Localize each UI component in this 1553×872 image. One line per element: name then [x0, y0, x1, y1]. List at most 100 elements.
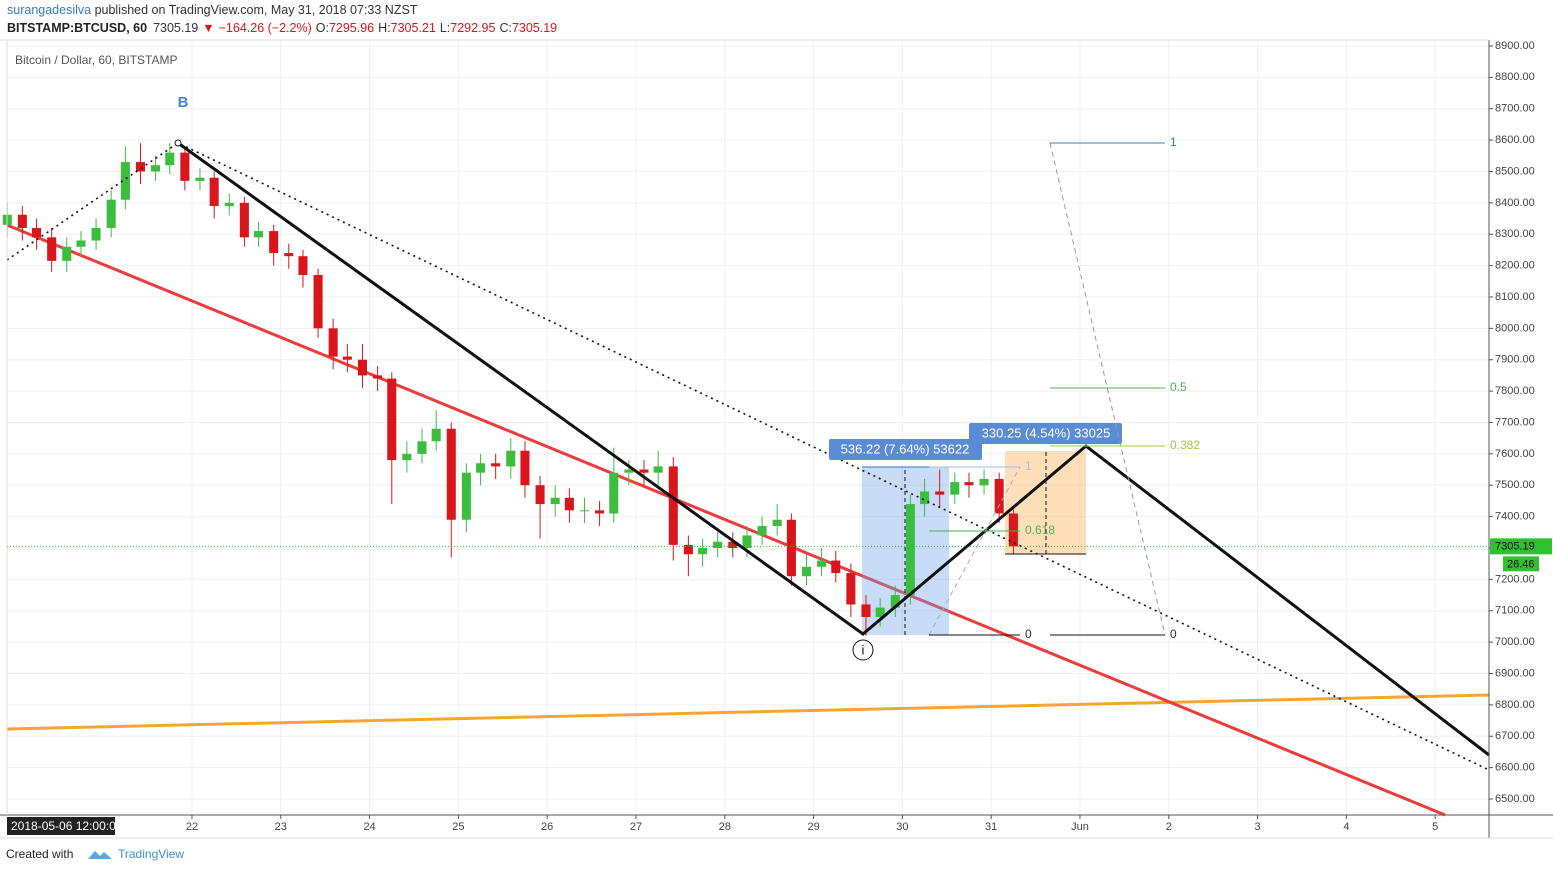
- candle-body: [165, 152, 175, 166]
- candle-body: [373, 375, 383, 379]
- candle-body: [846, 573, 856, 605]
- candle-body: [431, 428, 441, 442]
- grid: [7, 40, 1489, 815]
- change: −164.26 (−2.2%): [219, 21, 312, 35]
- quote-line: BITSTAMP:BTCUSD, 60 7305.19 ▼ −164.26 (−2.2…: [7, 21, 557, 35]
- candle-body: [801, 566, 812, 577]
- x-tick-label: 30: [896, 821, 908, 833]
- y-tick-label: 6900.00: [1495, 667, 1535, 679]
- candle-body: [698, 547, 708, 555]
- candle-body: [17, 214, 27, 228]
- candle-body: [817, 560, 827, 567]
- candle-body: [357, 359, 367, 376]
- candle-body: [950, 482, 960, 495]
- last: 7305.19: [153, 21, 198, 35]
- candle-body: [239, 202, 249, 238]
- candle-body: [639, 469, 649, 473]
- countdown: 26.46: [1507, 558, 1535, 570]
- publish-info: published on TradingView.com, May 31, 20…: [91, 3, 418, 17]
- candle-body: [62, 246, 72, 261]
- candle-body: [890, 595, 900, 608]
- candle-body: [298, 256, 308, 276]
- last-price-box: [1490, 538, 1552, 555]
- candle-body: [786, 519, 796, 577]
- candle-body: [668, 466, 678, 545]
- y-tick-label: 8000.00: [1495, 322, 1535, 334]
- h-label: H:: [378, 21, 391, 35]
- y-tick-label: 7800.00: [1495, 385, 1535, 397]
- x-tick-label: 4: [1343, 821, 1349, 833]
- candle-body: [624, 469, 634, 473]
- candle-body: [269, 231, 279, 254]
- x-tick-label: 25: [452, 821, 464, 833]
- candle-body: [491, 463, 501, 467]
- measure-label: 536.22 (7.64%) 53622: [841, 441, 970, 456]
- wave-label: B: [178, 94, 189, 111]
- fib-trend: [1049, 142, 1166, 636]
- candle-body: [120, 162, 130, 200]
- h: 7305.21: [391, 21, 436, 35]
- candle-body: [861, 604, 871, 618]
- candle-body: [106, 199, 116, 228]
- candle-body: [579, 510, 590, 512]
- candle-body: [994, 478, 1004, 514]
- candle-body: [653, 466, 663, 473]
- y-tick-label: 8900.00: [1495, 40, 1535, 52]
- candle-body: [417, 441, 427, 454]
- candle-body: [935, 491, 945, 495]
- candle-body: [595, 510, 605, 514]
- y-tick-label: 6500.00: [1495, 793, 1535, 805]
- candles: [2, 143, 1489, 636]
- footer-text: Created with: [6, 847, 73, 861]
- axes: 6500.00 6600.00 6700.00 6800.00 6900.00 7000.…: [186, 40, 1552, 833]
- y-tick-label: 8300.00: [1495, 228, 1535, 240]
- candle-body: [328, 328, 338, 357]
- x-tick-label: 31: [985, 821, 997, 833]
- x-tick-label: 24: [363, 821, 375, 833]
- candle-body: [342, 356, 352, 360]
- candle-body: [47, 237, 57, 261]
- candle-body: [535, 485, 545, 505]
- x-tick-label: 3: [1255, 821, 1261, 833]
- candle-body: [550, 497, 560, 505]
- measure-label-box: [829, 439, 982, 460]
- candle-body: [564, 497, 574, 511]
- y-tick-label: 7200.00: [1495, 573, 1535, 585]
- fib-label: 0.5: [1170, 380, 1187, 394]
- author: surangadesilva: [7, 3, 91, 17]
- candle-body: [76, 240, 86, 247]
- l-label: L:: [440, 21, 450, 35]
- y-tick-label: 7100.00: [1495, 605, 1535, 617]
- candle-body: [757, 526, 767, 536]
- x-tick-label: 22: [186, 821, 198, 833]
- candle-body: [875, 607, 885, 618]
- fib-trend: [928, 466, 1021, 636]
- y-tick-label: 6800.00: [1495, 699, 1535, 711]
- candle-body: [180, 152, 190, 181]
- y-tick-label: 6600.00: [1495, 762, 1535, 774]
- o-label: O:: [316, 21, 329, 35]
- x-tick-label: 27: [630, 821, 642, 833]
- y-tick-label: 8800.00: [1495, 71, 1535, 83]
- candle-body: [476, 463, 486, 473]
- cursor-time: 2018-05-06 12:00:00: [11, 819, 123, 833]
- candle-body: [713, 541, 723, 548]
- symbol: BITSTAMP:BTCUSD, 60: [7, 21, 147, 35]
- fib-label: 0: [1170, 627, 1177, 641]
- candle-body: [195, 177, 205, 181]
- y-tick-label: 8400.00: [1495, 197, 1535, 209]
- candle-body: [742, 535, 752, 548]
- measure-label: 330.25 (4.54%) 33025: [982, 425, 1111, 440]
- fib-label: 0.618: [1025, 523, 1055, 537]
- candle-body: [402, 453, 412, 461]
- publish-line: surangadesilva published on TradingView.…: [7, 3, 418, 17]
- y-tick-label: 8500.00: [1495, 165, 1535, 177]
- candle-body: [609, 472, 619, 514]
- fib-label: 0: [1025, 627, 1032, 641]
- candle-body: [284, 253, 294, 257]
- y-tick-label: 7900.00: [1495, 354, 1535, 366]
- candle-body: [831, 560, 841, 574]
